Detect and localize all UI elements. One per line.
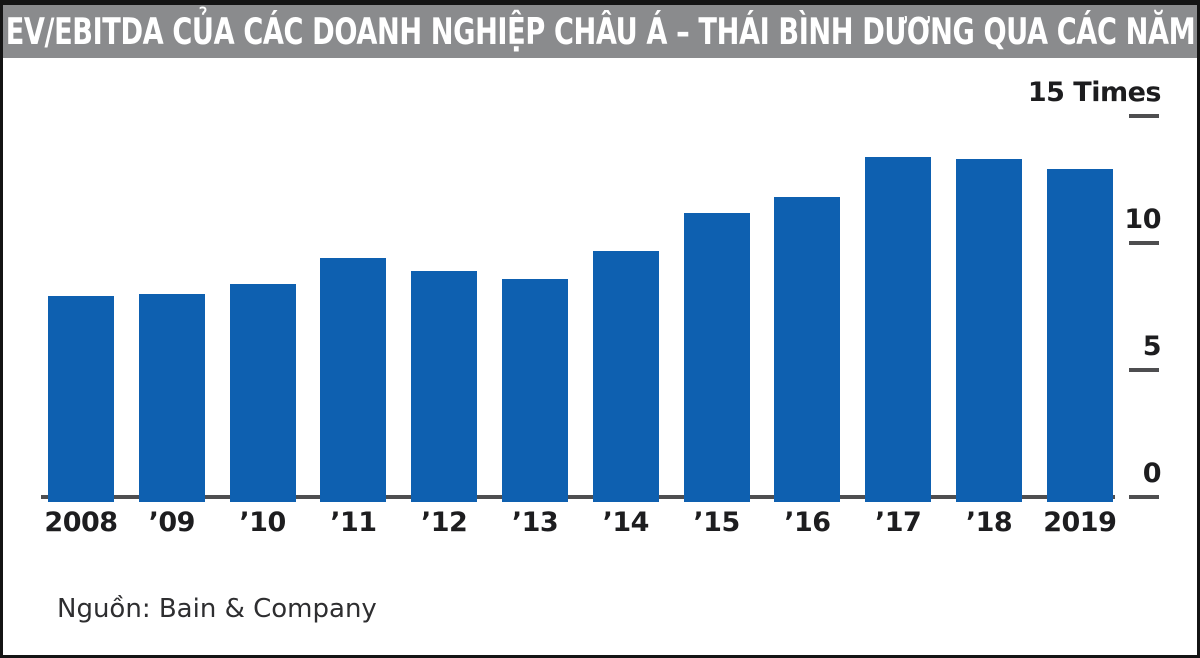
y-axis-tick — [1129, 368, 1159, 372]
y-axis-label: 15 Times — [1027, 77, 1162, 108]
x-axis-label: ’14 — [602, 507, 650, 538]
x-axis-line — [41, 495, 1115, 499]
bar-15 — [683, 212, 750, 502]
x-axis-label: ’11 — [330, 507, 377, 538]
source-label: Nguồn: Bain & Company — [57, 594, 377, 624]
x-axis-label: ’12 — [421, 507, 468, 538]
chart-area: 15 Times 10 5 0 2008 ’09 ’10 ’11 ’12 ’13 ’14 ’15 ’1… — [3, 58, 1197, 655]
y-axis-tick — [1129, 241, 1159, 245]
x-axis-label: ’13 — [511, 507, 559, 538]
bar-13 — [502, 278, 568, 502]
x-axis-label: 2019 — [1043, 507, 1117, 538]
bar-12 — [411, 270, 478, 502]
bar-14 — [592, 250, 659, 502]
bar-2008 — [48, 296, 114, 502]
y-axis-label: 5 — [1142, 331, 1162, 362]
x-axis-label: ’10 — [239, 507, 286, 538]
bar-16 — [774, 197, 841, 502]
x-axis-label: ’15 — [693, 507, 740, 538]
bar-2019 — [1046, 169, 1113, 502]
y-axis-label: 10 — [1124, 204, 1161, 235]
x-axis-label: ’18 — [965, 507, 1013, 538]
x-axis-label: ’16 — [784, 507, 831, 538]
bar-18 — [956, 159, 1022, 502]
y-axis-tick — [1129, 495, 1159, 499]
bar-09 — [138, 293, 205, 502]
chart-title: EV/EBITDA CỦA CÁC DOANH NGHIỆP CHÂU Á – … — [5, 9, 1195, 54]
y-axis-tick — [1129, 114, 1159, 118]
bar-17 — [865, 156, 932, 502]
bar-10 — [229, 283, 296, 502]
x-axis-label: ’17 — [875, 507, 922, 538]
y-axis-label: 0 — [1142, 458, 1162, 489]
x-axis-label: ’09 — [148, 507, 196, 538]
bar-11 — [320, 258, 387, 502]
chart-title-bar: EV/EBITDA CỦA CÁC DOANH NGHIỆP CHÂU Á – … — [3, 5, 1197, 58]
x-axis-label: 2008 — [44, 507, 118, 538]
